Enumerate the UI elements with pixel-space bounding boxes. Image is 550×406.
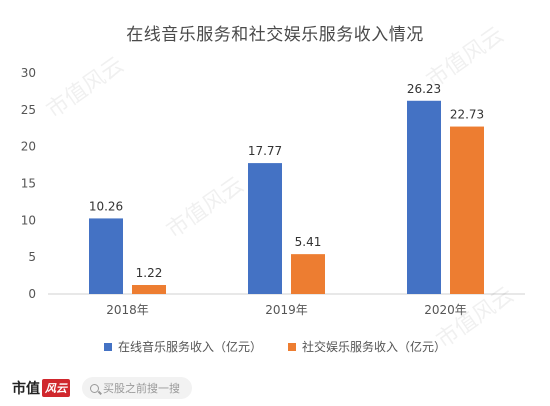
legend-label-music: 在线音乐服务收入（亿元） [117,340,262,354]
bar-chart: 0 5 10 15 20 25 30 2018年 10.26 1.22 2019年 17.77 5.41… [21,66,525,317]
y-tick-label: 0 [28,287,36,301]
search-input[interactable]: 买股之前搜一搜 [82,377,192,399]
y-tick-label: 20 [21,140,36,154]
legend: 在线音乐服务收入（亿元） 社交娱乐服务收入（亿元） [0,338,550,355]
x-tick-label: 2020年 [424,303,467,317]
footer-bar: 市值 风云 买股之前搜一搜 [0,370,550,406]
data-label: 22.73 [450,108,484,122]
data-label: 1.22 [136,266,163,280]
chart-container: 在线音乐服务和社交娱乐服务收入情况 0 5 10 15 20 25 30 2018年 10.26… [0,25,550,355]
legend-item-music: 在线音乐服务收入（亿元） [103,338,262,355]
chart-title: 在线音乐服务和社交娱乐服务收入情况 [126,25,424,45]
legend-swatch-music [103,342,112,351]
brand-text: 市值 [12,381,40,397]
y-tick-label: 15 [21,177,36,191]
x-tick-label: 2019年 [265,303,308,317]
y-tick-label: 5 [28,250,36,264]
bar [248,163,282,294]
legend-swatch-social [288,342,296,351]
x-tick-label: 2018年 [106,303,149,317]
y-tick-label: 30 [21,66,36,80]
bar [291,254,325,294]
data-label: 10.26 [89,199,123,213]
data-label: 17.77 [248,144,282,158]
search-placeholder: 买股之前搜一搜 [103,382,180,395]
bar [450,126,484,294]
bar [132,285,166,294]
y-tick-label: 25 [21,103,36,117]
brand-logo[interactable]: 市值 风云 [12,378,70,398]
data-label: 5.41 [295,235,322,249]
legend-item-social: 社交娱乐服务收入（亿元） [288,338,446,355]
y-tick-label: 10 [21,213,36,227]
bar [407,100,441,294]
search-icon [90,383,99,393]
brand-badge: 风云 [42,379,70,397]
bar [89,218,123,294]
legend-label-social: 社交娱乐服务收入（亿元） [302,340,447,354]
data-label: 26.23 [407,82,441,96]
